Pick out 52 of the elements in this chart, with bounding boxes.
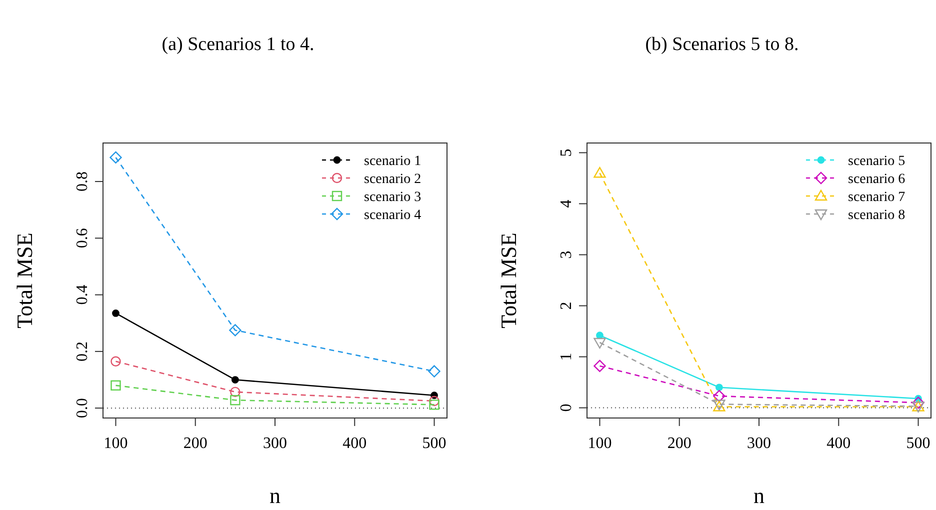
legend-label: scenario 7	[848, 190, 906, 205]
x-tick-label: 300	[263, 435, 287, 452]
x-tick-label: 500	[422, 435, 446, 452]
legend-label: scenario 6	[848, 172, 906, 187]
point	[912, 396, 924, 409]
point	[429, 400, 440, 410]
chart-title: (b) Scenarios 5 to 8.	[645, 34, 799, 55]
point	[428, 365, 440, 378]
y-tick-label: 3	[558, 250, 575, 259]
x-tick-label: 400	[826, 435, 851, 452]
point	[230, 386, 240, 398]
legend-label: scenario 5	[848, 154, 906, 169]
x-tick-label: 100	[588, 435, 612, 452]
x-tick-label: 400	[342, 435, 367, 452]
x-tick-label: 200	[667, 435, 692, 452]
legend-label: scenario 4	[364, 208, 422, 223]
y-tick-label: 5	[558, 148, 575, 157]
y-tick-label: 0.0	[74, 398, 91, 418]
legend-label: scenario 3	[364, 190, 422, 205]
chart-title: (a) Scenarios 1 to 4.	[162, 34, 314, 55]
y-axis-title: Total MSE	[496, 232, 521, 328]
legend-label: scenario 2	[364, 172, 422, 187]
y-tick-label: 0	[558, 404, 575, 412]
x-axis-title: n	[754, 483, 764, 508]
point	[230, 395, 240, 406]
x-tick-label: 500	[906, 435, 930, 452]
y-tick-label: 4	[558, 200, 575, 208]
legend-label: scenario 1	[364, 154, 422, 169]
y-tick-label: 1	[558, 352, 575, 361]
x-axis-title: n	[270, 483, 280, 508]
point	[594, 360, 606, 372]
y-tick-label: 0.2	[74, 341, 91, 362]
point	[229, 324, 242, 336]
y-tick-label: 0.8	[74, 172, 91, 192]
point	[713, 390, 726, 402]
point	[715, 384, 723, 392]
y-axis-title: Total MSE	[12, 232, 37, 328]
point	[110, 151, 122, 164]
x-tick-label: 300	[747, 435, 771, 452]
point	[110, 380, 121, 391]
legend-label: scenario 8	[848, 208, 906, 223]
y-tick-label: 0.6	[74, 228, 91, 248]
y-tick-label: 2	[558, 302, 575, 310]
point	[594, 338, 606, 349]
x-tick-label: 200	[183, 435, 208, 452]
point	[429, 396, 440, 406]
point	[112, 310, 120, 317]
point	[110, 356, 121, 366]
x-tick-label: 100	[104, 435, 128, 452]
y-tick-label: 0.4	[74, 284, 91, 305]
point	[594, 167, 606, 178]
point	[231, 376, 239, 384]
